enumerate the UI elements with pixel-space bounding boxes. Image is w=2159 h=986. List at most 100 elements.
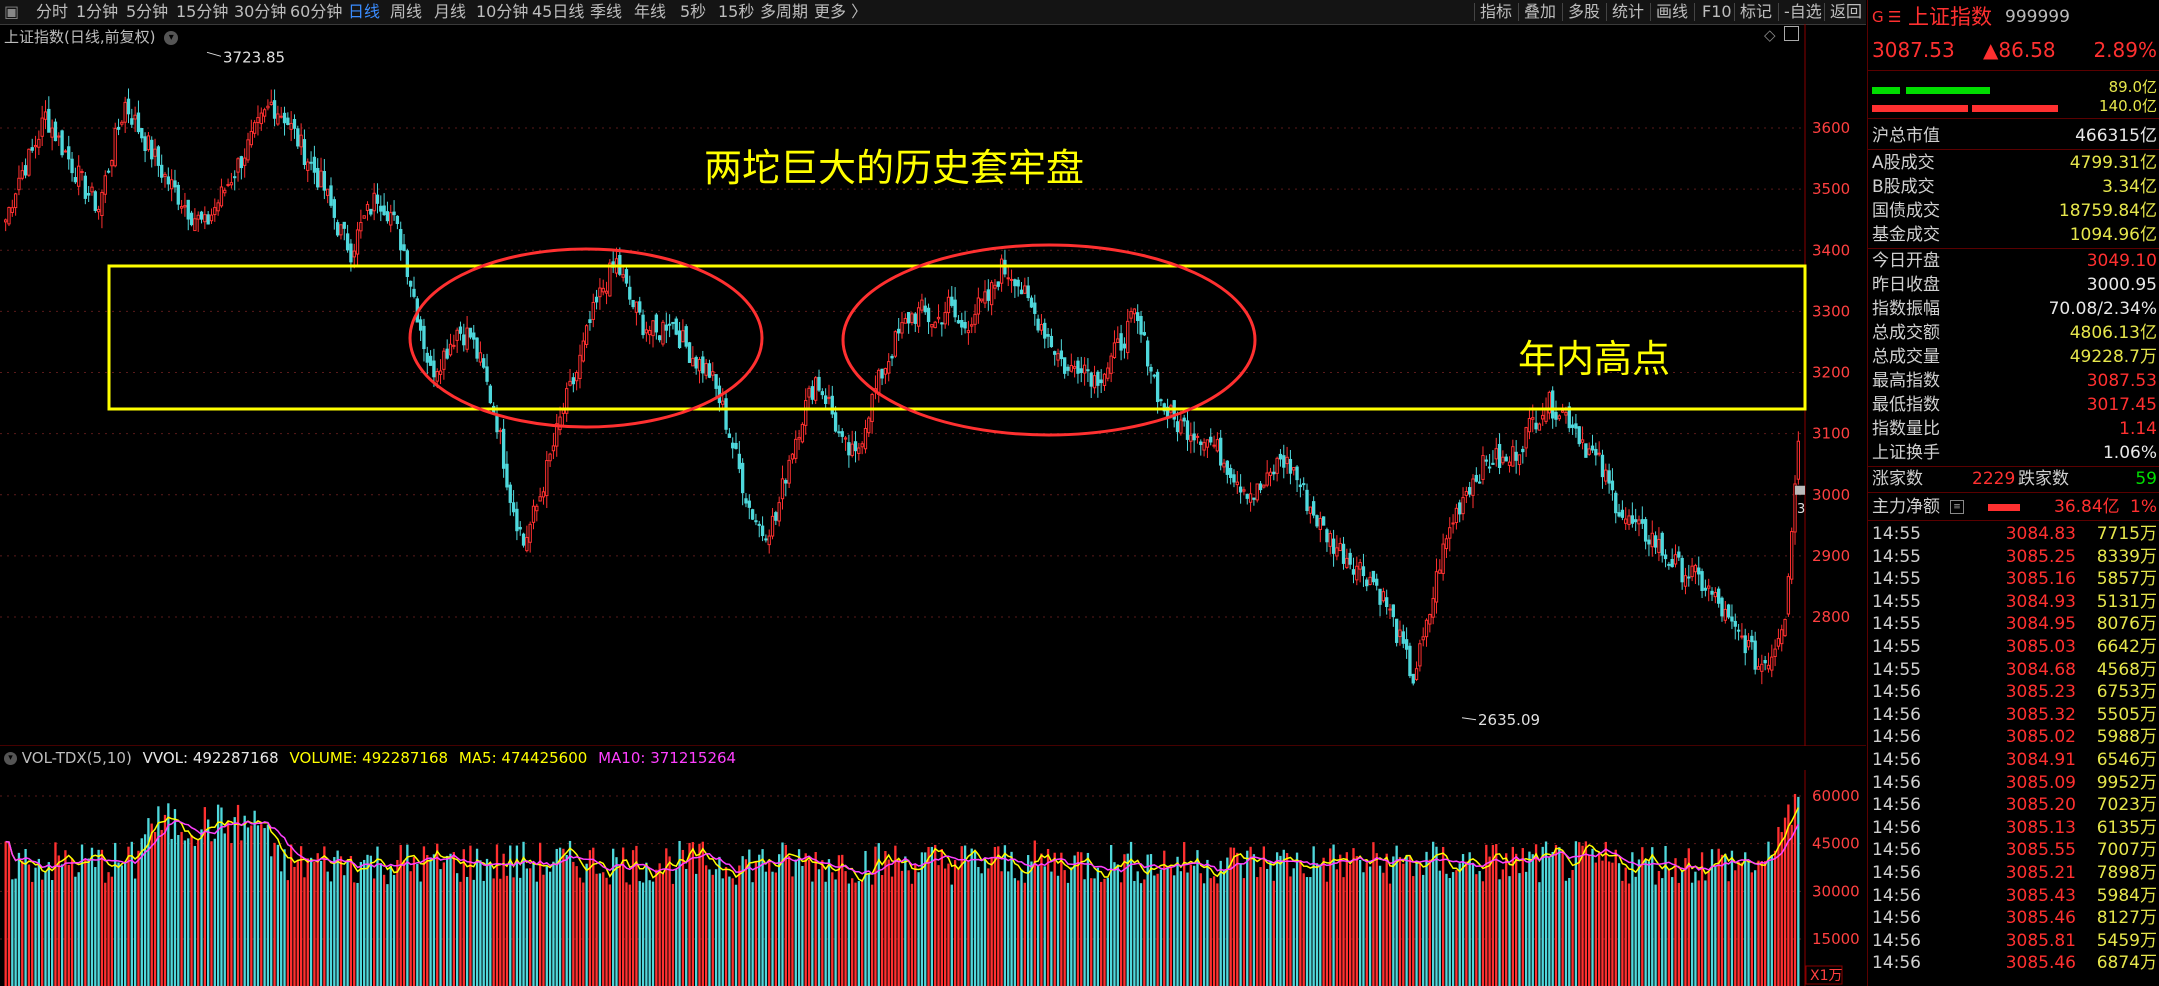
- volume-bar: [661, 873, 665, 986]
- candle: [1089, 371, 1093, 399]
- tab-period-60min[interactable]: 60分钟: [290, 2, 343, 21]
- last-price: 3087.53: [1872, 38, 1955, 62]
- candle: [893, 330, 898, 358]
- tab-period-monthly[interactable]: 月线: [434, 2, 467, 21]
- volume-bar: [628, 884, 631, 986]
- candlestick-chart[interactable]: 3600 3500 3400 3300 3200 3100 3000 2900 2800 3723…: [0, 24, 1866, 746]
- volume-bar: [432, 854, 436, 986]
- overlay-button[interactable]: 叠加: [1524, 2, 1557, 21]
- candle: [1630, 502, 1635, 528]
- volume-bar: [671, 883, 675, 986]
- volume-bar: [160, 829, 163, 986]
- tab-period-10min[interactable]: 10分钟: [476, 2, 529, 21]
- volume-bar: [1332, 844, 1335, 986]
- volume-bar: [406, 844, 409, 986]
- tab-multi-period[interactable]: 多周期: [760, 2, 809, 21]
- volume-bar: [509, 845, 512, 986]
- tab-period-30min[interactable]: 30分钟: [234, 2, 287, 21]
- candle: [1471, 474, 1475, 509]
- volume-bar: [459, 881, 462, 986]
- tab-period-year[interactable]: 年线: [634, 2, 667, 21]
- volume-bar: [761, 849, 764, 986]
- candle: [163, 171, 167, 188]
- candle: [1325, 527, 1329, 552]
- tab-period-5min[interactable]: 5分钟: [126, 2, 169, 21]
- tab-period-15sec[interactable]: 15秒: [718, 2, 755, 21]
- window-icon[interactable]: [1784, 26, 1799, 41]
- volume-bar: [578, 877, 582, 986]
- candle: [282, 106, 287, 136]
- diamond-icon[interactable]: ◇: [1764, 26, 1776, 44]
- candle: [1371, 570, 1376, 586]
- candle: [1205, 439, 1210, 459]
- f10-button[interactable]: F10: [1702, 2, 1732, 21]
- volume-bar: [7, 842, 11, 986]
- candle: [116, 118, 121, 136]
- chevron-down-icon[interactable]: ▾: [4, 752, 17, 765]
- list-icon[interactable]: ☰: [1888, 8, 1902, 26]
- volume-bar: [64, 850, 67, 986]
- candle: [644, 321, 649, 342]
- candle: [1175, 411, 1180, 442]
- chevron-down-icon[interactable]: ▾: [164, 30, 179, 45]
- candle: [455, 327, 459, 353]
- back-button[interactable]: 返回: [1830, 2, 1863, 21]
- candle: [1129, 307, 1133, 323]
- tab-period-1min[interactable]: 1分钟: [76, 2, 119, 21]
- candle: [956, 315, 961, 324]
- tab-period-weekly[interactable]: 周线: [390, 2, 423, 21]
- volume-bar: [147, 818, 150, 986]
- volume-bar: [1720, 854, 1724, 986]
- candle: [335, 219, 340, 238]
- candle: [73, 167, 78, 184]
- volume-bar: [207, 819, 210, 986]
- quote-panel: G ☰ 上证指数 999999 3087.53 ▲86.58 2.89% 89.…: [1867, 0, 2159, 986]
- draw-line-button[interactable]: 画线: [1656, 2, 1689, 21]
- candle: [588, 310, 592, 331]
- volume-bar: [1783, 817, 1787, 986]
- candle: [186, 199, 190, 231]
- mark-button[interactable]: 标记: [1740, 2, 1773, 21]
- candle: [1069, 353, 1073, 372]
- candle: [1610, 468, 1615, 501]
- menu-icon[interactable]: ▣: [4, 2, 20, 21]
- volume-bar: [519, 877, 522, 986]
- candle: [511, 490, 516, 517]
- multi-stock-button[interactable]: 多股: [1568, 2, 1601, 21]
- add-watchlist-button[interactable]: -自选: [1784, 2, 1822, 21]
- volume-bar: [953, 860, 957, 986]
- candle: [399, 221, 403, 261]
- tick-price: 3085.32: [2005, 704, 2076, 725]
- tab-period-fenshi[interactable]: 分时: [36, 2, 69, 21]
- period-toolbar: ▣ 分时 1分钟 5分钟 15分钟 30分钟 60分钟 日线 周线 月线 10分…: [0, 0, 1866, 25]
- volume-bar: [1010, 851, 1013, 986]
- more-menu[interactable]: 更多 〉: [814, 2, 868, 21]
- volume-bar: [1139, 883, 1143, 986]
- tab-period-quarter[interactable]: 季线: [590, 2, 623, 21]
- volume-bar: [313, 861, 316, 986]
- candle: [810, 380, 815, 405]
- volume-bar: [1083, 879, 1086, 986]
- candle: [93, 190, 97, 213]
- statistics-button[interactable]: 统计: [1612, 2, 1645, 21]
- candle: [1013, 278, 1017, 298]
- tab-period-daily[interactable]: 日线: [348, 2, 381, 21]
- volume-bar: [429, 857, 432, 986]
- info-icon[interactable]: ≡: [1950, 500, 1964, 514]
- candle: [970, 317, 974, 334]
- candle: [206, 211, 210, 225]
- candle: [475, 337, 479, 362]
- tab-period-15min[interactable]: 15分钟: [176, 2, 229, 21]
- candle: [1780, 624, 1784, 652]
- volume-bar: [303, 877, 306, 986]
- volume-bar: [1060, 852, 1063, 986]
- tab-period-5sec[interactable]: 5秒: [680, 2, 707, 21]
- volume-bar: [973, 850, 977, 986]
- volume-bar: [306, 858, 309, 986]
- indicator-button[interactable]: 指标: [1480, 2, 1513, 21]
- volume-chart[interactable]: 60000 45000 30000 15000 X1万: [0, 770, 1866, 986]
- tab-period-45day[interactable]: 45日线: [532, 2, 585, 21]
- volume-bar: [41, 879, 44, 986]
- volume-bar: [1156, 873, 1159, 986]
- candle: [1212, 435, 1216, 449]
